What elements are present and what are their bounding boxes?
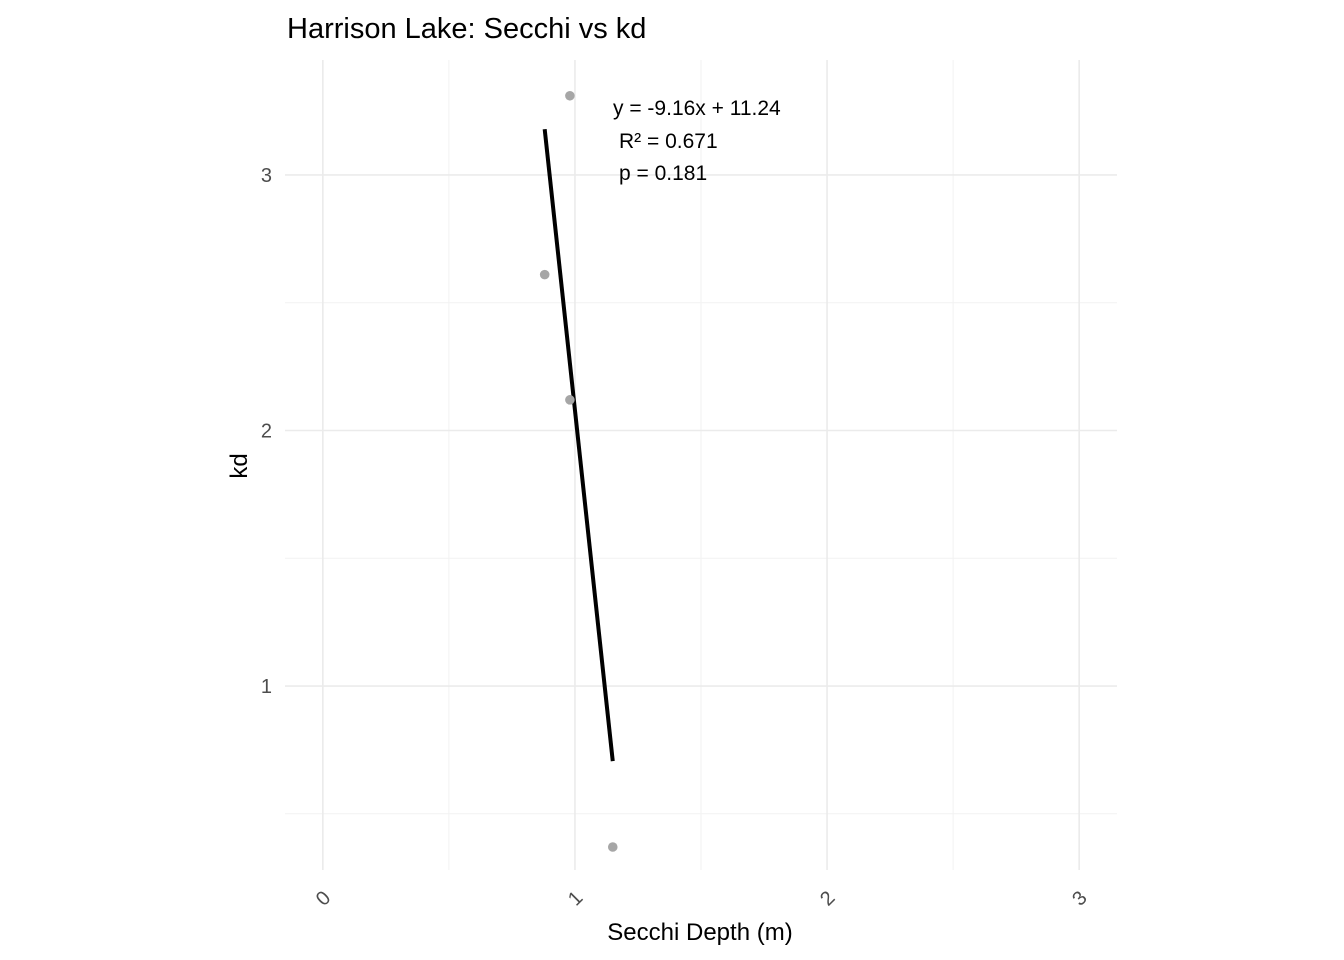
data-point (565, 395, 575, 405)
x-axis-label: Secchi Depth (m) (607, 919, 792, 946)
equation-label: y = -9.16x + 11.24 (613, 97, 781, 120)
regression-line (542, 128, 615, 762)
p-value-label: p = 0.181 (619, 162, 707, 185)
chart-title: Harrison Lake: Secchi vs kd (287, 13, 646, 45)
regression-annotation: y = -9.16x + 11.24 R² = 0.671 p = 0.181 (613, 97, 781, 185)
data-point (607, 842, 618, 852)
y-tick-label: 1 (261, 676, 272, 698)
r-squared-label: R² = 0.671 (619, 130, 718, 153)
x-tick-label: 0 (312, 887, 335, 910)
data-point (565, 90, 575, 101)
y-axis-label: kd (226, 453, 253, 478)
data-points (539, 90, 618, 852)
data-point (539, 269, 550, 280)
tick-labels: 1 2 3 0 1 2 3 (261, 165, 1092, 910)
x-tick-label: 3 (1068, 887, 1091, 910)
grid (285, 60, 1117, 870)
y-tick-label: 2 (261, 421, 272, 443)
y-tick-label: 3 (261, 165, 272, 187)
fit-line-group (542, 128, 615, 762)
x-tick-label: 2 (816, 887, 839, 910)
x-tick-label: 1 (564, 887, 587, 910)
